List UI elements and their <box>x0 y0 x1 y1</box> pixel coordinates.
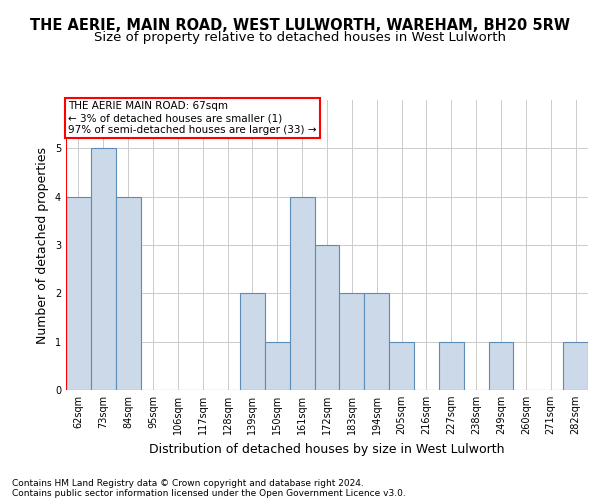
Text: Contains HM Land Registry data © Crown copyright and database right 2024.: Contains HM Land Registry data © Crown c… <box>12 478 364 488</box>
Bar <box>488 342 514 390</box>
Bar <box>240 294 265 390</box>
Text: THE AERIE MAIN ROAD: 67sqm
← 3% of detached houses are smaller (1)
97% of semi-d: THE AERIE MAIN ROAD: 67sqm ← 3% of detac… <box>68 102 317 134</box>
Text: Size of property relative to detached houses in West Lulworth: Size of property relative to detached ho… <box>94 31 506 44</box>
Bar <box>290 196 314 390</box>
Bar <box>389 342 414 390</box>
Bar <box>364 294 389 390</box>
Bar <box>116 196 140 390</box>
Bar <box>439 342 464 390</box>
Y-axis label: Number of detached properties: Number of detached properties <box>37 146 49 344</box>
Text: THE AERIE, MAIN ROAD, WEST LULWORTH, WAREHAM, BH20 5RW: THE AERIE, MAIN ROAD, WEST LULWORTH, WAR… <box>30 18 570 32</box>
Text: Contains public sector information licensed under the Open Government Licence v3: Contains public sector information licen… <box>12 488 406 498</box>
Bar <box>314 245 340 390</box>
Bar <box>66 196 91 390</box>
Bar <box>563 342 588 390</box>
Bar <box>265 342 290 390</box>
Bar <box>91 148 116 390</box>
Bar <box>340 294 364 390</box>
X-axis label: Distribution of detached houses by size in West Lulworth: Distribution of detached houses by size … <box>149 442 505 456</box>
